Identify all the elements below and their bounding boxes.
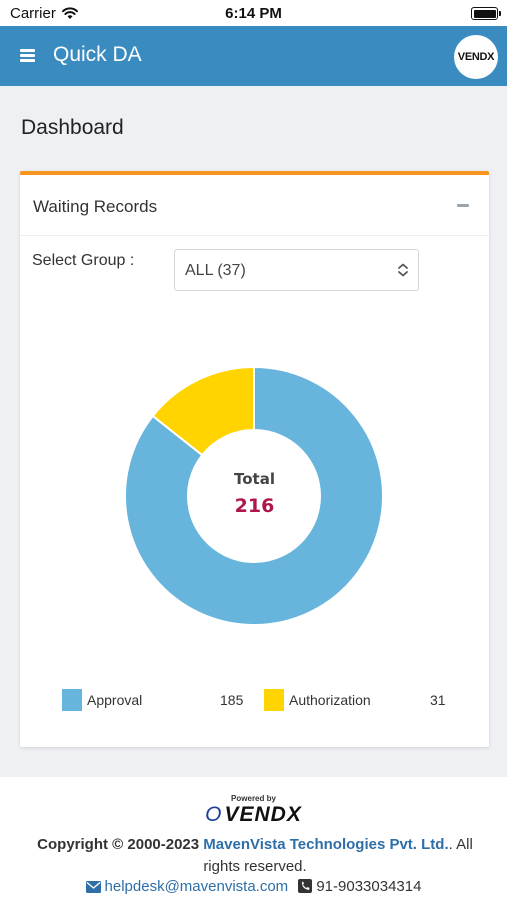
chevron-updown-icon: [398, 263, 408, 277]
phone-number: 91-9033034314: [316, 878, 422, 895]
donut-slice-authorization[interactable]: [151, 365, 255, 457]
app-header: Quick DA VENDX: [0, 26, 507, 86]
contact-row: helpdesk@mavenvista.com 91-9033034314: [0, 878, 507, 895]
clock-label: 6:14 PM: [225, 5, 282, 22]
card-header: Waiting Records: [20, 175, 489, 236]
collapse-minus-icon[interactable]: [457, 204, 469, 207]
legend-swatch-authorization: [264, 689, 284, 711]
company-link[interactable]: MavenVista Technologies Pvt. Ltd.: [203, 836, 449, 853]
vendx-logo[interactable]: VENDX: [454, 35, 498, 79]
hamburger-menu-icon[interactable]: [20, 49, 35, 62]
legend-swatch-approval: [62, 689, 82, 711]
group-select-value: ALL (37): [185, 262, 246, 279]
phone-icon: [298, 879, 313, 893]
battery-icon: [471, 7, 501, 20]
donut-center-label: Total: [234, 470, 275, 488]
powered-by-label: Powered by: [231, 794, 276, 803]
footer-vendx-logo: OVENDX: [205, 803, 302, 826]
select-group-label: Select Group :: [32, 252, 135, 269]
legend-label-authorization: Authorization: [289, 692, 371, 708]
status-bar: Carrier 6:14 PM: [0, 0, 507, 26]
app-title: Quick DA: [53, 43, 142, 66]
copyright-text: Copyright © 2000-2023 MavenVista Technol…: [37, 836, 473, 875]
waiting-records-card: Waiting Records Select Group : ALL (37) …: [20, 171, 489, 747]
legend-value-approval: 185: [220, 692, 244, 708]
mail-icon: [85, 881, 101, 893]
group-select[interactable]: ALL (37): [174, 249, 419, 291]
donut-chart: [124, 365, 384, 626]
legend-label-approval: Approval: [87, 692, 143, 708]
carrier-label: Carrier: [10, 5, 56, 22]
page-title: Dashboard: [21, 116, 124, 139]
helpdesk-email-link[interactable]: helpdesk@mavenvista.com: [104, 878, 289, 895]
wifi-icon: [62, 7, 78, 19]
donut-slice-approval[interactable]: [124, 365, 384, 626]
legend-value-authorization: 31: [430, 692, 446, 708]
footer: Powered by OVENDX Copyright © 2000-2023 …: [0, 777, 507, 900]
card-title: Waiting Records: [33, 197, 158, 216]
donut-center-value: 216: [234, 495, 275, 517]
